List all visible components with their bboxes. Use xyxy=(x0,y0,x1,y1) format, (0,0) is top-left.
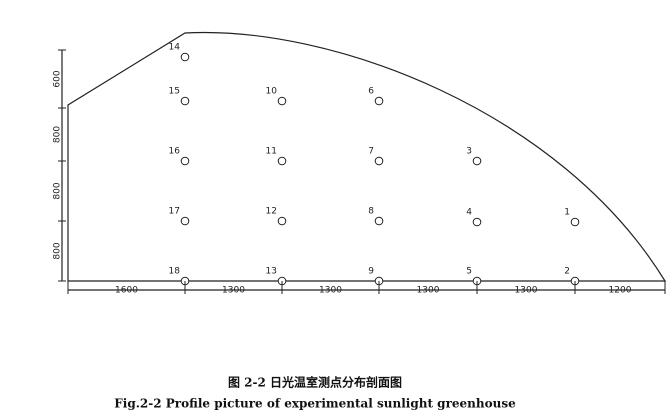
measuring-point xyxy=(570,217,580,227)
measuring-point xyxy=(374,96,384,106)
measuring-point xyxy=(180,52,190,62)
dimension-label: 800 xyxy=(53,126,63,143)
point-label: 6 xyxy=(368,87,374,97)
dimension-label: 1300 xyxy=(319,286,342,296)
measuring-point xyxy=(277,96,287,106)
point-label: 8 xyxy=(368,207,374,217)
point-label: 7 xyxy=(368,147,374,157)
caption-zh: 图 2-2 日光温室测点分布剖面图 xyxy=(228,375,402,390)
caption-en: Fig.2-2 Profile picture of experimental … xyxy=(114,397,516,411)
point-label: 5 xyxy=(466,267,472,277)
point-label: 12 xyxy=(266,207,277,217)
point-label: 16 xyxy=(169,147,181,157)
measuring-point xyxy=(277,156,287,166)
greenhouse-outline xyxy=(67,31,667,282)
dimension-label: 800 xyxy=(53,242,63,259)
point-label: 11 xyxy=(266,147,277,157)
dimension-label: 1200 xyxy=(609,286,632,296)
dimension-label: 1300 xyxy=(515,286,538,296)
point-label: 17 xyxy=(169,207,180,217)
measuring-point xyxy=(180,156,190,166)
point-label: 10 xyxy=(266,87,278,97)
point-label: 9 xyxy=(368,267,374,277)
dimension-label: 1300 xyxy=(417,286,440,296)
point-label: 15 xyxy=(169,87,180,97)
measuring-point xyxy=(180,216,190,226)
measuring-point xyxy=(472,156,482,166)
point-label: 14 xyxy=(169,43,181,53)
measuring-point xyxy=(374,216,384,226)
measuring-point xyxy=(277,216,287,226)
point-label: 18 xyxy=(169,267,181,277)
dimension-label: 1600 xyxy=(115,286,138,296)
point-label: 1 xyxy=(564,208,570,218)
point-label: 4 xyxy=(466,208,472,218)
measuring-point xyxy=(374,156,384,166)
measuring-point xyxy=(180,96,190,106)
point-label: 2 xyxy=(564,267,570,277)
measuring-point xyxy=(472,217,482,227)
dimension-label: 1300 xyxy=(222,286,245,296)
point-label: 13 xyxy=(266,267,277,277)
dimension-label: 600 xyxy=(53,70,63,87)
point-label: 3 xyxy=(466,147,472,157)
dimension-label: 800 xyxy=(53,182,63,199)
